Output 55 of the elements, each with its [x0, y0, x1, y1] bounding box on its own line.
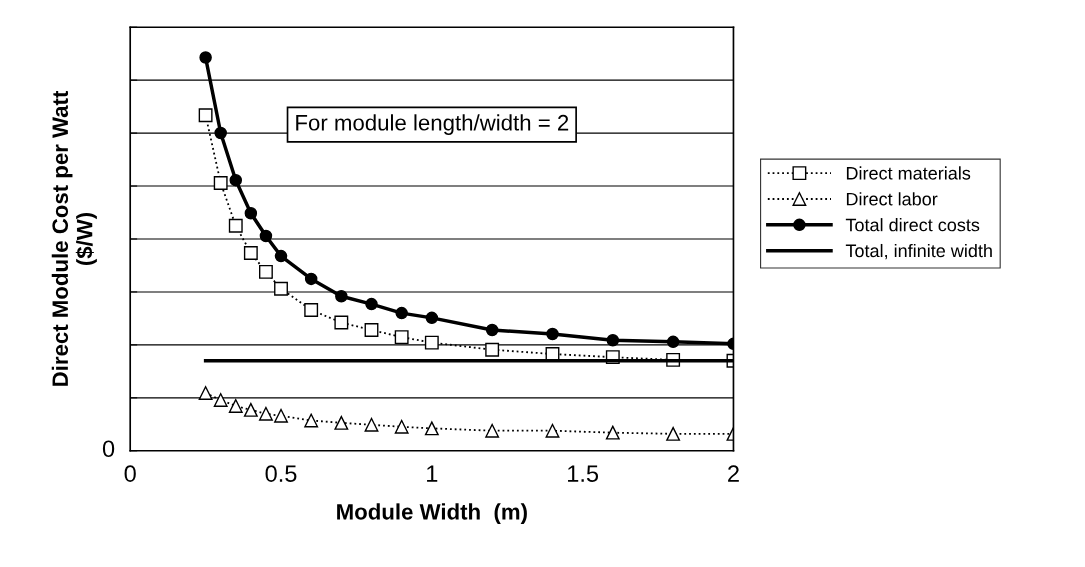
- point: [274, 281, 288, 296]
- point: [259, 229, 273, 243]
- point: [485, 342, 500, 357]
- point: [274, 408, 288, 423]
- point: [304, 303, 319, 317]
- point: [304, 272, 318, 286]
- point: [243, 246, 258, 260]
- x-axis-title: Module Width (m): [337, 503, 527, 525]
- point: [485, 323, 499, 337]
- y-axis-title: Direct Module Cost per Watt ($/W): [51, 90, 97, 386]
- point: [545, 423, 560, 438]
- point: [425, 311, 439, 325]
- point: [666, 426, 681, 441]
- point: [198, 386, 213, 400]
- point: [424, 335, 439, 350]
- point: [546, 327, 559, 341]
- point: [258, 406, 273, 421]
- point: [606, 334, 620, 347]
- point: [364, 323, 379, 337]
- x-tick-label: 0.5: [265, 465, 297, 482]
- point: [365, 297, 378, 311]
- legend-label: Direct labor: [846, 192, 938, 206]
- point: [243, 402, 258, 417]
- x-tick-label: 1.5: [568, 465, 599, 482]
- text: 0: [102, 440, 115, 458]
- point: [229, 173, 243, 187]
- point: [198, 108, 213, 123]
- point: [485, 423, 500, 438]
- point: [228, 398, 243, 413]
- point: [394, 330, 409, 345]
- point: [228, 218, 243, 233]
- point: [424, 421, 439, 436]
- point: [199, 51, 212, 64]
- point: [213, 393, 228, 407]
- point: [214, 126, 227, 140]
- legend-label: Direct materials: [846, 166, 971, 180]
- point: [335, 289, 348, 303]
- point: [244, 206, 258, 220]
- x-tick-label: 0: [124, 465, 136, 482]
- point: [394, 419, 409, 434]
- point: [364, 417, 379, 432]
- x-tick-label: 2: [728, 465, 739, 482]
- annotation: For module length/width = 2: [296, 114, 569, 135]
- point: [213, 176, 228, 190]
- point: [605, 425, 620, 440]
- point: [274, 249, 288, 263]
- point: [304, 413, 319, 428]
- point: [395, 306, 408, 320]
- point: [334, 315, 349, 330]
- point: [258, 264, 273, 279]
- point: [334, 415, 349, 430]
- legend-label: Total, infinite width: [845, 243, 992, 260]
- point: [666, 335, 680, 349]
- legend-label: Total direct costs: [845, 218, 980, 232]
- x-tick-label: 1: [427, 465, 438, 482]
